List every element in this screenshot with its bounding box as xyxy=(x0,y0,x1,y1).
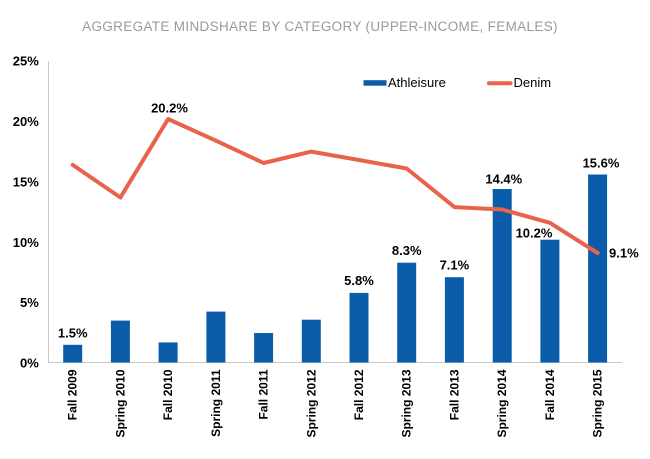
svg-text:Fall 2009: Fall 2009 xyxy=(66,369,80,420)
svg-text:10.2%: 10.2% xyxy=(516,225,553,240)
svg-text:Fall 2011: Fall 2011 xyxy=(257,369,271,419)
svg-text:5%: 5% xyxy=(20,295,39,310)
svg-text:20.2%: 20.2% xyxy=(151,101,188,116)
svg-text:10%: 10% xyxy=(13,235,39,250)
svg-text:Fall 2012: Fall 2012 xyxy=(352,369,366,420)
svg-text:Fall 2013: Fall 2013 xyxy=(447,369,461,420)
svg-text:Fall 2014: Fall 2014 xyxy=(543,369,557,420)
svg-text:Spring 2010: Spring 2010 xyxy=(113,369,127,437)
svg-text:7.1%: 7.1% xyxy=(440,258,470,273)
svg-text:5.8%: 5.8% xyxy=(344,273,374,288)
svg-text:15.6%: 15.6% xyxy=(583,155,620,170)
svg-text:Spring 2015: Spring 2015 xyxy=(591,369,605,437)
svg-text:1.5%: 1.5% xyxy=(58,326,88,341)
svg-text:0%: 0% xyxy=(20,356,39,371)
svg-text:14.4%: 14.4% xyxy=(485,171,522,186)
svg-text:Denim: Denim xyxy=(514,75,552,90)
svg-text:15%: 15% xyxy=(13,175,39,190)
svg-text:20%: 20% xyxy=(13,114,39,129)
svg-text:Spring 2014: Spring 2014 xyxy=(495,369,509,437)
svg-text:9.1%: 9.1% xyxy=(609,246,639,261)
svg-text:8.3%: 8.3% xyxy=(392,243,422,258)
svg-text:Spring 2013: Spring 2013 xyxy=(400,369,414,437)
svg-text:25%: 25% xyxy=(13,54,39,69)
svg-text:Fall 2010: Fall 2010 xyxy=(161,369,175,420)
svg-text:AGGREGATE MINDSHARE BY CATEGOR: AGGREGATE MINDSHARE BY CATEGORY (UPPER-I… xyxy=(82,19,558,34)
svg-text:Spring 2011: Spring 2011 xyxy=(209,369,223,437)
svg-text:Athleisure: Athleisure xyxy=(388,75,446,90)
svg-text:Spring 2012: Spring 2012 xyxy=(304,369,318,437)
